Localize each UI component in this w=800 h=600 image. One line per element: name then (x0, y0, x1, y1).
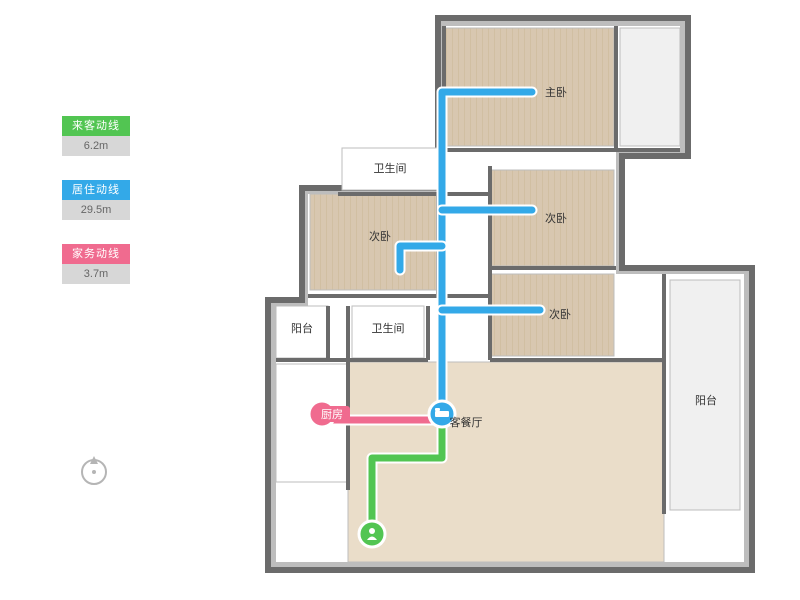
room-label-bathroom-2: 卫生间 (372, 321, 405, 335)
room-label-bedroom-2: 次卧 (369, 229, 391, 243)
legend-item-guest: 来客动线 6.2m (62, 116, 130, 156)
legend-value: 29.5m (62, 200, 130, 220)
legend-value: 6.2m (62, 136, 130, 156)
node-entry (359, 521, 385, 547)
legend-value: 3.7m (62, 264, 130, 284)
room-label-living-dining: 客餐厅 (450, 415, 483, 429)
room-balcony-top-r (620, 28, 680, 146)
legend-label: 居住动线 (62, 180, 130, 200)
legend-label: 来客动线 (62, 116, 130, 136)
compass-icon (76, 452, 112, 488)
legend: 来客动线 6.2m 居住动线 29.5m 家务动线 3.7m (62, 116, 130, 308)
legend-item-housework: 家务动线 3.7m (62, 244, 130, 284)
room-label-bedroom-4: 次卧 (549, 307, 571, 321)
room-label-balcony-small: 阳台 (291, 321, 313, 335)
room-label-balcony-large: 阳台 (695, 393, 717, 407)
room-label-kitchen: 厨房 (321, 408, 343, 421)
room-label-bedroom-3: 次卧 (545, 211, 567, 225)
room-label-master-bedroom: 主卧 (545, 86, 567, 99)
floor-plan: 主卧卫生间次卧次卧次卧阳台卫生间厨房客餐厅阳台 (260, 10, 770, 590)
legend-label: 家务动线 (62, 244, 130, 264)
room-label-bathroom-1: 卫生间 (374, 161, 407, 175)
legend-item-living: 居住动线 29.5m (62, 180, 130, 220)
